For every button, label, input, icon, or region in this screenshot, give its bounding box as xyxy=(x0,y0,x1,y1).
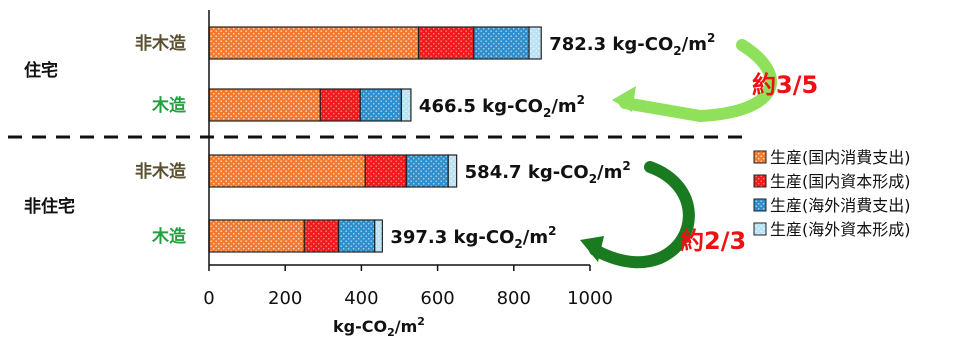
legend-label: 生産(国内消費支出) xyxy=(770,148,911,167)
annotation-label: 約3/5 xyxy=(752,71,818,99)
group-label: 非住宅 xyxy=(24,196,75,217)
bar-segment xyxy=(303,219,340,253)
bar-segment xyxy=(417,26,475,60)
data-label: 584.7 kg-CO2/m2 xyxy=(465,159,631,186)
legend-swatch xyxy=(753,174,767,188)
legend-label: 生産(国内資本形成) xyxy=(770,172,911,191)
bar-segment xyxy=(359,88,403,122)
bar-segment xyxy=(447,154,458,188)
bar-segment xyxy=(364,154,407,188)
legend-label: 生産(海外資本形成) xyxy=(770,220,911,239)
reduction-arrow xyxy=(619,39,777,123)
bar-segment xyxy=(208,219,305,253)
annotation-label: 約2/3 xyxy=(680,227,746,255)
group-label: 住宅 xyxy=(24,60,58,81)
arrow-head xyxy=(580,236,604,262)
data-label: 397.3 kg-CO2/m2 xyxy=(390,224,556,251)
arrow-head xyxy=(612,86,636,112)
bar-segment xyxy=(319,88,361,122)
category-label: 木造 xyxy=(151,95,187,116)
x-tick-label: 0 xyxy=(203,288,214,309)
x-tick-label: 200 xyxy=(268,288,302,309)
category-label: 木造 xyxy=(151,226,187,247)
legend-swatch xyxy=(753,150,767,164)
x-tick-label: 600 xyxy=(420,288,454,309)
bar-segment xyxy=(400,88,412,122)
x-tick-label: 400 xyxy=(344,288,378,309)
bar-segment xyxy=(337,219,376,253)
x-axis-title: kg-CO2/m2 xyxy=(333,315,425,339)
category-label: 非木造 xyxy=(135,33,187,54)
bar-segment xyxy=(208,26,420,60)
bar-segment xyxy=(405,154,449,188)
legend-swatch xyxy=(753,222,767,236)
reduction-arrow xyxy=(589,161,695,269)
legend-swatch xyxy=(753,198,767,212)
bar-segment xyxy=(208,88,321,122)
x-tick-label: 1000 xyxy=(567,288,613,309)
x-tick-label: 800 xyxy=(497,288,531,309)
data-label: 782.3 kg-CO2/m2 xyxy=(549,31,715,58)
data-label: 466.5 kg-CO2/m2 xyxy=(419,93,585,120)
bar-segment xyxy=(528,26,542,60)
bar-segment xyxy=(473,26,530,60)
legend-label: 生産(海外消費支出) xyxy=(770,196,911,215)
bar-segment xyxy=(374,219,383,253)
category-label: 非木造 xyxy=(135,161,187,182)
bar-segment xyxy=(208,154,366,188)
